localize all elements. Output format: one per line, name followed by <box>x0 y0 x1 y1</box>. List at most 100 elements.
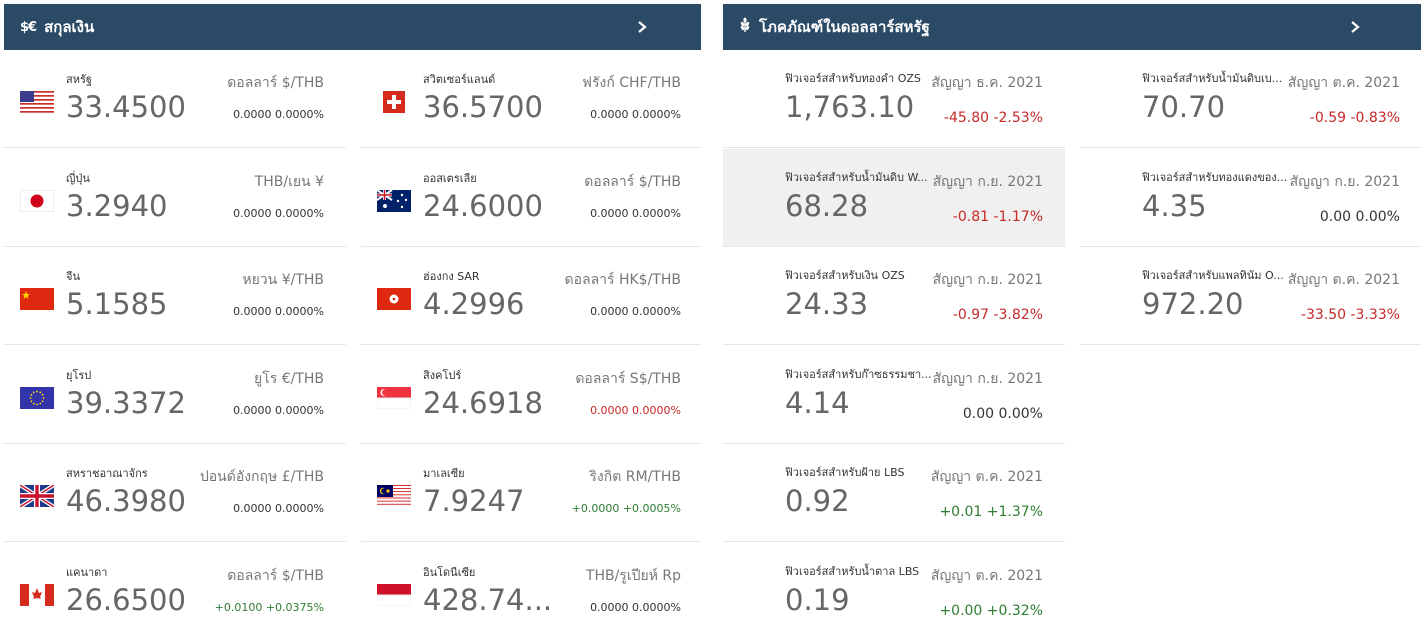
row-divider <box>361 541 703 542</box>
currency-card[interactable]: ฮ่องกง SAR ดอลลาร์ HK$/THB 4.2996 0.0000 0.… <box>361 247 703 345</box>
commodity-panel-title: โภคภัณฑ์ในดอลลาร์สหรัฐ <box>759 18 930 36</box>
contract-month: สัญญา ก.ย. 2021 <box>932 272 1043 288</box>
au-flag-icon <box>377 189 411 212</box>
commodity-change: -0.97 -3.82% <box>952 307 1043 323</box>
currency-name: อินโดนีเซีย <box>423 565 476 579</box>
chevron-right-icon[interactable] <box>1345 17 1365 37</box>
commodity-name: ฟิวเจอร์สสำหรับน้ำตาล LBS <box>785 564 920 578</box>
commodity-card[interactable]: ฟิวเจอร์สสำหรับทองคำ OZS สัญญา ธ.ค. 2021 1… <box>723 50 1065 148</box>
currency-name: สวิตเซอร์แลนด์ <box>423 73 496 86</box>
currency-panel-header[interactable]: $€ สกุลเงิน <box>4 4 701 50</box>
contract-month: สัญญา ธ.ค. 2021 <box>931 75 1043 91</box>
commodity-card[interactable]: ฟิวเจอร์สสำหรับก๊าซธรรมชา... สัญญา ก.ย. 2… <box>723 346 1065 444</box>
currency-card[interactable]: อินโดนีเซีย THB/รูเปียห์ Rp 428.74... 0.000… <box>361 543 703 631</box>
commodity-card[interactable]: ฟิวเจอร์สสำหรับน้ำตาล LBS สัญญา ต.ค. 2021… <box>723 543 1065 631</box>
row-divider <box>4 245 346 247</box>
currency-change: 0.0000 0.0000% <box>233 305 324 318</box>
contract-month: สัญญา ต.ค. 2021 <box>1287 75 1400 91</box>
currency-price: 24.6000 <box>423 188 543 223</box>
wheat-icon <box>739 17 751 37</box>
row-divider <box>4 541 346 542</box>
currency-name: ฮ่องกง SAR <box>423 270 480 283</box>
currency-card[interactable]: ออสเตรเลีย ดอลลาร์ $/THB 24.6000 0.0000 0.0… <box>361 149 703 247</box>
row-divider <box>361 442 703 444</box>
currency-card[interactable]: ญี่ปุ่น THB/เยน ¥ 3.2940 0.0000 0.0000% <box>4 149 346 247</box>
currency-pair: ดอลลาร์ $/THB <box>584 173 681 190</box>
commodity-name: ฟิวเจอร์สสำหรับก๊าซธรรมชา... <box>785 367 932 381</box>
commodity-price: 4.14 <box>785 385 850 420</box>
currency-price: 3.2940 <box>66 188 168 223</box>
currency-change: 0.0000 0.0000% <box>590 206 681 220</box>
commodity-card[interactable]: ฟิวเจอร์สสำหรับน้ำมันดิบ W... สัญญา ก.ย. … <box>723 148 1065 247</box>
commodity-name: ฟิวเจอร์สสำหรับน้ำมันดิบ W... <box>785 170 928 184</box>
currency-pair: ยูโร €/THB <box>254 370 324 387</box>
jp-flag-icon <box>20 189 54 212</box>
commodity-change: -45.80 -2.53% <box>943 110 1043 126</box>
currency-card[interactable]: แคนาดา ดอลลาร์ $/THB 26.6500 +0.0100 +0.037… <box>4 543 346 631</box>
ca-flag-icon <box>20 583 54 606</box>
commodity-price: 0.19 <box>785 582 850 617</box>
currency-change: 0.0000 0.0000% <box>590 403 681 417</box>
panel-gutter <box>701 0 723 631</box>
commodity-change: -33.50 -3.33% <box>1300 307 1400 323</box>
commodity-card[interactable]: ฟิวเจอร์สสำหรับแพลทินัม O... สัญญา ต.ค. 2… <box>1080 247 1421 345</box>
row-divider <box>4 442 346 444</box>
my-flag-icon <box>377 485 411 507</box>
currency-price: 46.3980 <box>66 484 186 518</box>
commodity-name: ฟิวเจอร์สสำหรับฝ้าย LBS <box>785 466 905 479</box>
currency-card[interactable]: ยุโรป ยูโร €/THB 39.3372 0.0000 0.0000% <box>4 346 346 444</box>
currency-pair: ดอลลาร์ $/THB <box>227 75 324 91</box>
commodity-card[interactable]: ฟิวเจอร์สสำหรับทองแดงของ... สัญญา ก.ย. 20… <box>1080 149 1421 247</box>
currency-pair: ปอนด์อังกฤษ £/THB <box>199 469 324 485</box>
id-flag-icon <box>377 583 411 606</box>
row-divider <box>723 147 1065 148</box>
sg-flag-icon <box>377 386 411 409</box>
currency-change: 0.0000 0.0000% <box>590 108 681 121</box>
commodity-panel-header[interactable]: โภคภัณฑ์ในดอลลาร์สหรัฐ <box>723 4 1421 50</box>
ch-flag-icon <box>377 91 411 113</box>
commodity-change: -0.81 -1.17% <box>952 208 1043 225</box>
commodity-card[interactable]: ฟิวเจอร์สสำหรับน้ำมันดิบเบ... สัญญา ต.ค. … <box>1080 50 1421 148</box>
currency-change: 0.0000 0.0000% <box>233 403 324 417</box>
currency-name: ยุโรป <box>66 368 92 382</box>
contract-month: สัญญา ต.ค. 2021 <box>1287 272 1400 288</box>
currency-change: +0.0100 +0.0375% <box>214 600 324 614</box>
row-divider <box>361 147 703 148</box>
currency-pair: THB/เยน ¥ <box>254 173 324 190</box>
currency-pair: ดอลลาร์ S$/THB <box>575 370 681 387</box>
chevron-right-icon[interactable] <box>632 17 652 37</box>
currency-card[interactable]: สหรัฐ ดอลลาร์ $/THB 33.4500 0.0000 0.0000% <box>4 50 346 148</box>
currency-card[interactable]: สหราชอาณาจักร ปอนด์อังกฤษ £/THB 46.3980 0.0… <box>4 444 346 542</box>
row-divider <box>361 245 703 247</box>
currency-pair: ดอลลาร์ HK$/THB <box>564 272 681 288</box>
contract-month: สัญญา ก.ย. 2021 <box>1289 173 1400 190</box>
currency-icon: $€ <box>20 19 37 35</box>
commodity-change: -0.59 -0.83% <box>1309 110 1400 126</box>
commodity-card[interactable]: ฟิวเจอร์สสำหรับฝ้าย LBS สัญญา ต.ค. 2021 0.… <box>723 444 1065 542</box>
currency-name: ญี่ปุ่น <box>66 171 90 185</box>
commodity-change: 0.00 0.00% <box>962 405 1043 422</box>
commodity-panel: โภคภัณฑ์ในดอลลาร์สหรัฐ ฟิวเจอร์สสำหรับทอ… <box>723 0 1421 631</box>
currency-card[interactable]: สิงคโปร์ ดอลลาร์ S$/THB 24.6918 0.0000 0.00… <box>361 346 703 444</box>
currency-change: 0.0000 0.0000% <box>233 108 324 121</box>
currency-card[interactable]: จีน หยวน ¥/THB 5.1585 0.0000 0.0000% <box>4 247 346 345</box>
currency-name: มาเลเซีย <box>423 467 465 480</box>
row-divider <box>1080 344 1421 345</box>
contract-month: สัญญา ต.ค. 2021 <box>930 567 1043 584</box>
currency-card[interactable]: สวิตเซอร์แลนด์ ฟรังก์ CHF/THB 36.5700 0.000… <box>361 50 703 148</box>
row-divider <box>723 442 1065 444</box>
commodity-card[interactable]: ฟิวเจอร์สสำหรับเงิน OZS สัญญา ก.ย. 2021 24… <box>723 247 1065 345</box>
commodity-price: 68.28 <box>785 188 869 223</box>
currency-name: จีน <box>66 270 80 283</box>
us-flag-icon <box>20 91 54 113</box>
row-divider <box>723 245 1065 247</box>
currency-pair: THB/รูเปียห์ Rp <box>585 567 681 584</box>
currency-card[interactable]: มาเลเซีย ริงกิต RM/THB 7.9247 +0.0000 +0.00… <box>361 444 703 542</box>
currency-name: สหราชอาณาจักร <box>66 467 148 480</box>
currency-name: ออสเตรเลีย <box>423 171 477 185</box>
currency-pair: หยวน ¥/THB <box>242 272 324 288</box>
commodity-price: 1,763.10 <box>785 90 915 124</box>
currency-pair: ริงกิต RM/THB <box>589 469 681 485</box>
commodity-name: ฟิวเจอร์สสำหรับเงิน OZS <box>785 269 905 282</box>
currency-price: 33.4500 <box>66 90 186 124</box>
